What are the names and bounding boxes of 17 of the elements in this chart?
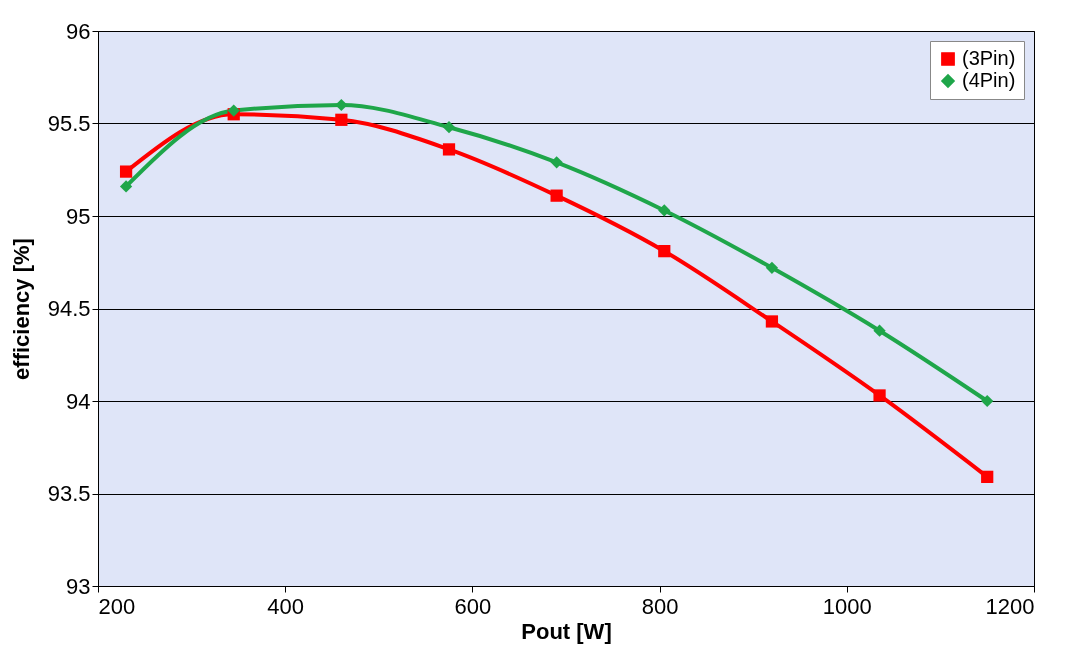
y-tick-label: 95.5 [47, 111, 91, 136]
y-tick-label: 94 [66, 388, 91, 414]
y-tick-label: 93.5 [47, 481, 91, 506]
y-axis-title: efficiency [%] [8, 238, 34, 380]
y-tick-label: 94.5 [47, 296, 91, 321]
x-axis-title: Pout [W] [521, 618, 612, 644]
x-tick-label: 200 [98, 593, 136, 619]
x-tick-label: 400 [267, 593, 305, 619]
x-tick-label: 1200 [985, 593, 1035, 619]
y-tick-label: 93 [66, 573, 91, 599]
legend-label: (4Pin) [962, 69, 1016, 91]
y-tick-label: 95 [66, 203, 91, 229]
x-tick-label: 600 [454, 593, 492, 619]
x-tick-label: 1000 [822, 593, 872, 619]
legend-label: (3Pin) [962, 47, 1016, 69]
y-tick-label: 96 [66, 18, 91, 44]
x-tick-label: 800 [641, 593, 679, 619]
